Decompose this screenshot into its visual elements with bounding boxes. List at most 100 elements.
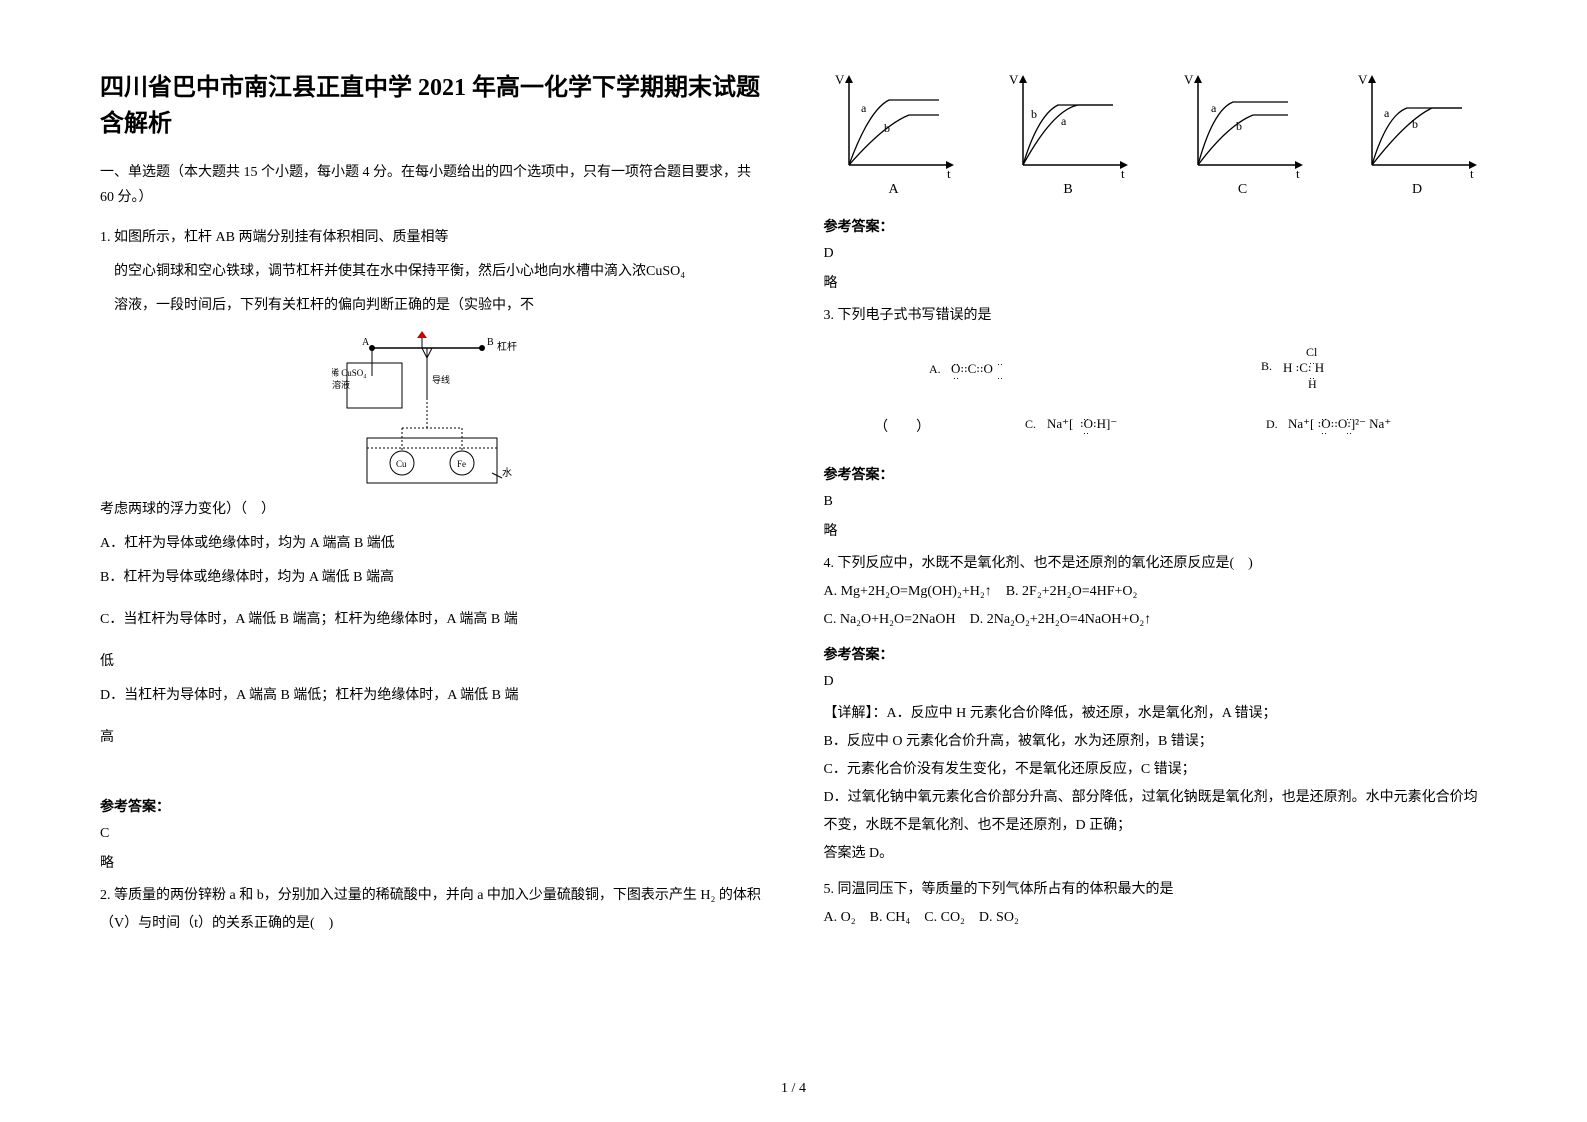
q1-answer: C [100, 826, 764, 842]
chart-C: V t a b C [1173, 70, 1313, 198]
question-3: 3. 下列电子式书写错误的是 [824, 302, 1488, 330]
q4-answer: D [824, 674, 1488, 690]
question-2: 2. 等质量的两份锌粉 a 和 b，分别加入过量的稀硫酸中，并向 a 中加入少量… [100, 882, 764, 938]
q3-row1: A. ‥ O꞉꞉C꞉꞉O ‥ ‥ ‥ B. Cl ‥ H ꞉C꞉ H ‥ H [824, 346, 1488, 394]
q3-row2: （ ） C. Na⁺[ ‥ ꞉O꞉H]⁻ ‥ D. Na⁺[ ꞉O꞉꞉O꞉]²⁻… [824, 410, 1488, 442]
q4-optC: C. Na₂O+H₂O=2NaOH [824, 612, 956, 627]
svg-text:H: H [1308, 377, 1317, 390]
svg-text:稀 CuSO₄: 稀 CuSO₄ [332, 367, 366, 378]
svg-text:H ꞉C꞉ H: H ꞉C꞉ H [1283, 360, 1324, 375]
svg-text:V: V [1009, 72, 1019, 87]
q3-optD: D. Na⁺[ ꞉O꞉꞉O꞉]²⁻ Na⁺ ‥‥ ‥‥ [1266, 410, 1436, 442]
svg-text:B: B [487, 337, 494, 348]
q1-optC2: 低 [100, 648, 764, 676]
svg-text:‥: ‥ [1346, 426, 1352, 436]
q4-detailC: C．元素化合价没有发生变化，不是氧化还原反应，C 错误； [824, 756, 1488, 784]
q4-final: 答案选 D。 [824, 840, 1488, 868]
svg-text:A.: A. [929, 362, 941, 376]
q1-optD: D．当杠杆为导体时，A 端高 B 端低；杠杆为绝缘体时，A 端低 B 端 [100, 682, 764, 710]
svg-text:‥: ‥ [997, 371, 1003, 381]
q2-answer-label: 参考答案： [824, 216, 1488, 236]
q1-optB: B．杠杆为导体或绝缘体时，均为 A 端低 B 端高 [100, 564, 764, 592]
svg-text:C.: C. [1025, 417, 1036, 431]
chart-D-label: D [1412, 182, 1422, 198]
svg-text:‥: ‥ [1346, 412, 1352, 422]
q3-optB: B. Cl ‥ H ꞉C꞉ H ‥ H [1261, 346, 1381, 394]
q1-answer2: 略 [100, 852, 764, 872]
svg-text:Fe: Fe [457, 459, 466, 469]
svg-text:b: b [1236, 119, 1242, 133]
svg-text:‥: ‥ [1321, 426, 1327, 436]
svg-text:t: t [1296, 166, 1300, 180]
svg-text:a: a [1061, 114, 1067, 128]
q1-line1: 如图所示，杠杆 AB 两端分别挂有体积相同、质量相等 [114, 230, 448, 245]
q2-charts: V t a b A V t [824, 70, 1488, 198]
q4-answer-label: 参考答案： [824, 644, 1488, 664]
svg-text:‥: ‥ [1083, 426, 1089, 436]
q3-answer2: 略 [824, 520, 1488, 540]
svg-text:a: a [861, 101, 867, 115]
q4-detail-label: 【详解】： [824, 706, 887, 721]
q4-detailB: B．反应中 O 元素化合价升高，被氧化，水为还原剂，B 错误； [824, 728, 1488, 756]
q3-paren: （ ） [874, 416, 924, 436]
q5-text: 同温同压下，等质量的下列气体所占有的体积最大的是 [838, 882, 1174, 897]
svg-text:a: a [1384, 106, 1390, 120]
svg-text:Na⁺[: Na⁺[ [1047, 416, 1073, 431]
q2-text: 等质量的两份锌粉 a 和 b，分别加入过量的稀硫酸中，并向 a 中加入少量硫酸铜… [100, 888, 761, 931]
chart-B: V t b a B [998, 70, 1138, 198]
svg-text:a: a [1211, 101, 1217, 115]
q4-optB: B. 2F₂+2H₂O=4HF+O₂ [1006, 584, 1138, 599]
q4-detailD: D．过氧化钠中氧元素化合价部分升高、部分降低，过氧化钠既是氧化剂，也是还原剂。水… [824, 784, 1488, 840]
svg-text:b: b [1412, 117, 1418, 131]
q3-answer-label: 参考答案： [824, 464, 1488, 484]
svg-text:V: V [835, 72, 845, 87]
svg-text:‥: ‥ [953, 371, 959, 381]
page-number: 1 / 4 [781, 1081, 806, 1097]
svg-text:Na⁺[ ꞉O꞉꞉O꞉]²⁻ Na⁺: Na⁺[ ꞉O꞉꞉O꞉]²⁻ Na⁺ [1288, 416, 1391, 431]
q5-opts: A. O₂ B. CH₄ C. CO₂ D. SO₂ [824, 904, 1488, 932]
chart-B-label: B [1063, 182, 1072, 198]
q1-optD2: 高 [100, 724, 764, 752]
chart-A-label: A [888, 182, 898, 198]
q2-num: 2. [100, 888, 111, 903]
svg-text:t: t [947, 166, 951, 180]
q2-answer: D [824, 246, 1488, 262]
q3-optA: A. ‥ O꞉꞉C꞉꞉O ‥ ‥ ‥ [929, 353, 1049, 387]
q2-answer2: 略 [824, 272, 1488, 292]
q3-answer: B [824, 494, 1488, 510]
chart-A: V t a b A [824, 70, 964, 198]
q4-optD: D. 2Na₂O₂+2H₂O=4NaOH+O₂↑ [970, 612, 1152, 627]
svg-text:V: V [1184, 72, 1194, 87]
q1-num: 1. [100, 230, 111, 245]
q4-detail: 【详解】：A．反应中 H 元素化合价降低，被还原，水是氧化剂，A 错误； B．反… [824, 700, 1488, 868]
svg-text:溶液: 溶液 [332, 379, 350, 390]
q3-num: 3. [824, 308, 835, 323]
q1-line3: 溶液，一段时间后，下列有关杠杆的偏向判断正确的是（实验中，不 [100, 292, 764, 320]
q4-text: 下列反应中，水既不是氧化剂、也不是还原剂的氧化还原反应是( ) [838, 556, 1253, 571]
q3-optC: C. Na⁺[ ‥ ꞉O꞉H]⁻ ‥ [1025, 410, 1165, 442]
svg-text:t: t [1470, 166, 1474, 180]
section-header: 一、单选题（本大题共 15 个小题，每小题 4 分。在每小题给出的四个选项中，只… [100, 160, 764, 210]
svg-text:b: b [884, 121, 890, 135]
q1-line2: 的空心铜球和空心铁球，调节杠杆并使其在水中保持平衡，然后小心地向水槽中滴入浓Cu… [100, 258, 764, 286]
chart-C-label: C [1238, 182, 1247, 198]
q1-diagram: A B 杠杆 稀 CuSO₄ 溶液 导线 [100, 328, 764, 488]
q4-optA: A. Mg+2H₂O=Mg(OH)₂+H₂↑ [824, 584, 992, 599]
q4-num: 4. [824, 556, 835, 571]
chart-D: V t a b D [1347, 70, 1487, 198]
svg-text:‥: ‥ [1321, 412, 1327, 422]
q5-num: 5. [824, 882, 835, 897]
svg-text:A: A [362, 337, 370, 348]
svg-text:导线: 导线 [432, 374, 450, 385]
question-5: 5. 同温同压下，等质量的下列气体所占有的体积最大的是 A. O₂ B. CH₄… [824, 876, 1488, 932]
q1-optA: A．杠杆为导体或绝缘体时，均为 A 端高 B 端低 [100, 530, 764, 558]
q1-answer-label: 参考答案： [100, 796, 764, 816]
question-1: 1. 如图所示，杠杆 AB 两端分别挂有体积相同、质量相等 的空心铜球和空心铁球… [100, 224, 764, 758]
svg-text:‥: ‥ [997, 357, 1003, 367]
q1-line4: 考虑两球的浮力变化）（ ） [100, 496, 764, 524]
question-4: 4. 下列反应中，水既不是氧化剂、也不是还原剂的氧化还原反应是( ) A. Mg… [824, 550, 1488, 634]
svg-text:Cu: Cu [396, 459, 407, 469]
svg-text:b: b [1031, 107, 1037, 121]
svg-text:水: 水 [502, 467, 512, 479]
svg-text:t: t [1121, 166, 1125, 180]
